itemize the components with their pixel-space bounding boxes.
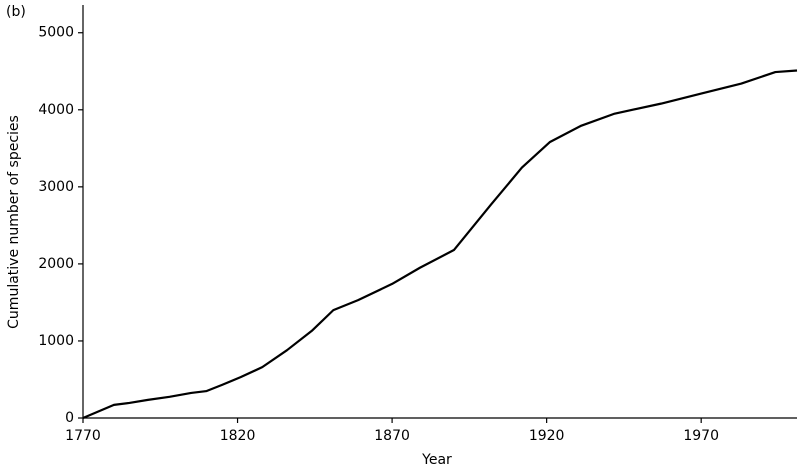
x-tick-label: 1970 xyxy=(683,428,719,444)
y-tick-label: 4000 xyxy=(38,102,74,118)
panel-label: (b) xyxy=(6,4,26,20)
y-tick-label: 1000 xyxy=(38,333,74,349)
x-tick-label: 1820 xyxy=(220,428,256,444)
data-line xyxy=(82,69,798,420)
y-axis-label: Cumulative number of species xyxy=(6,115,22,329)
x-tick-label: 1870 xyxy=(374,428,410,444)
x-tick-label: 1920 xyxy=(529,428,565,444)
y-tick-label: 0 xyxy=(65,410,74,426)
y-tick-label: 5000 xyxy=(38,25,74,41)
x-axis-label: Year xyxy=(421,452,452,468)
y-tick-label: 3000 xyxy=(38,179,74,195)
x-tick-label: 1770 xyxy=(65,428,101,444)
y-tick-label: 2000 xyxy=(38,256,74,272)
